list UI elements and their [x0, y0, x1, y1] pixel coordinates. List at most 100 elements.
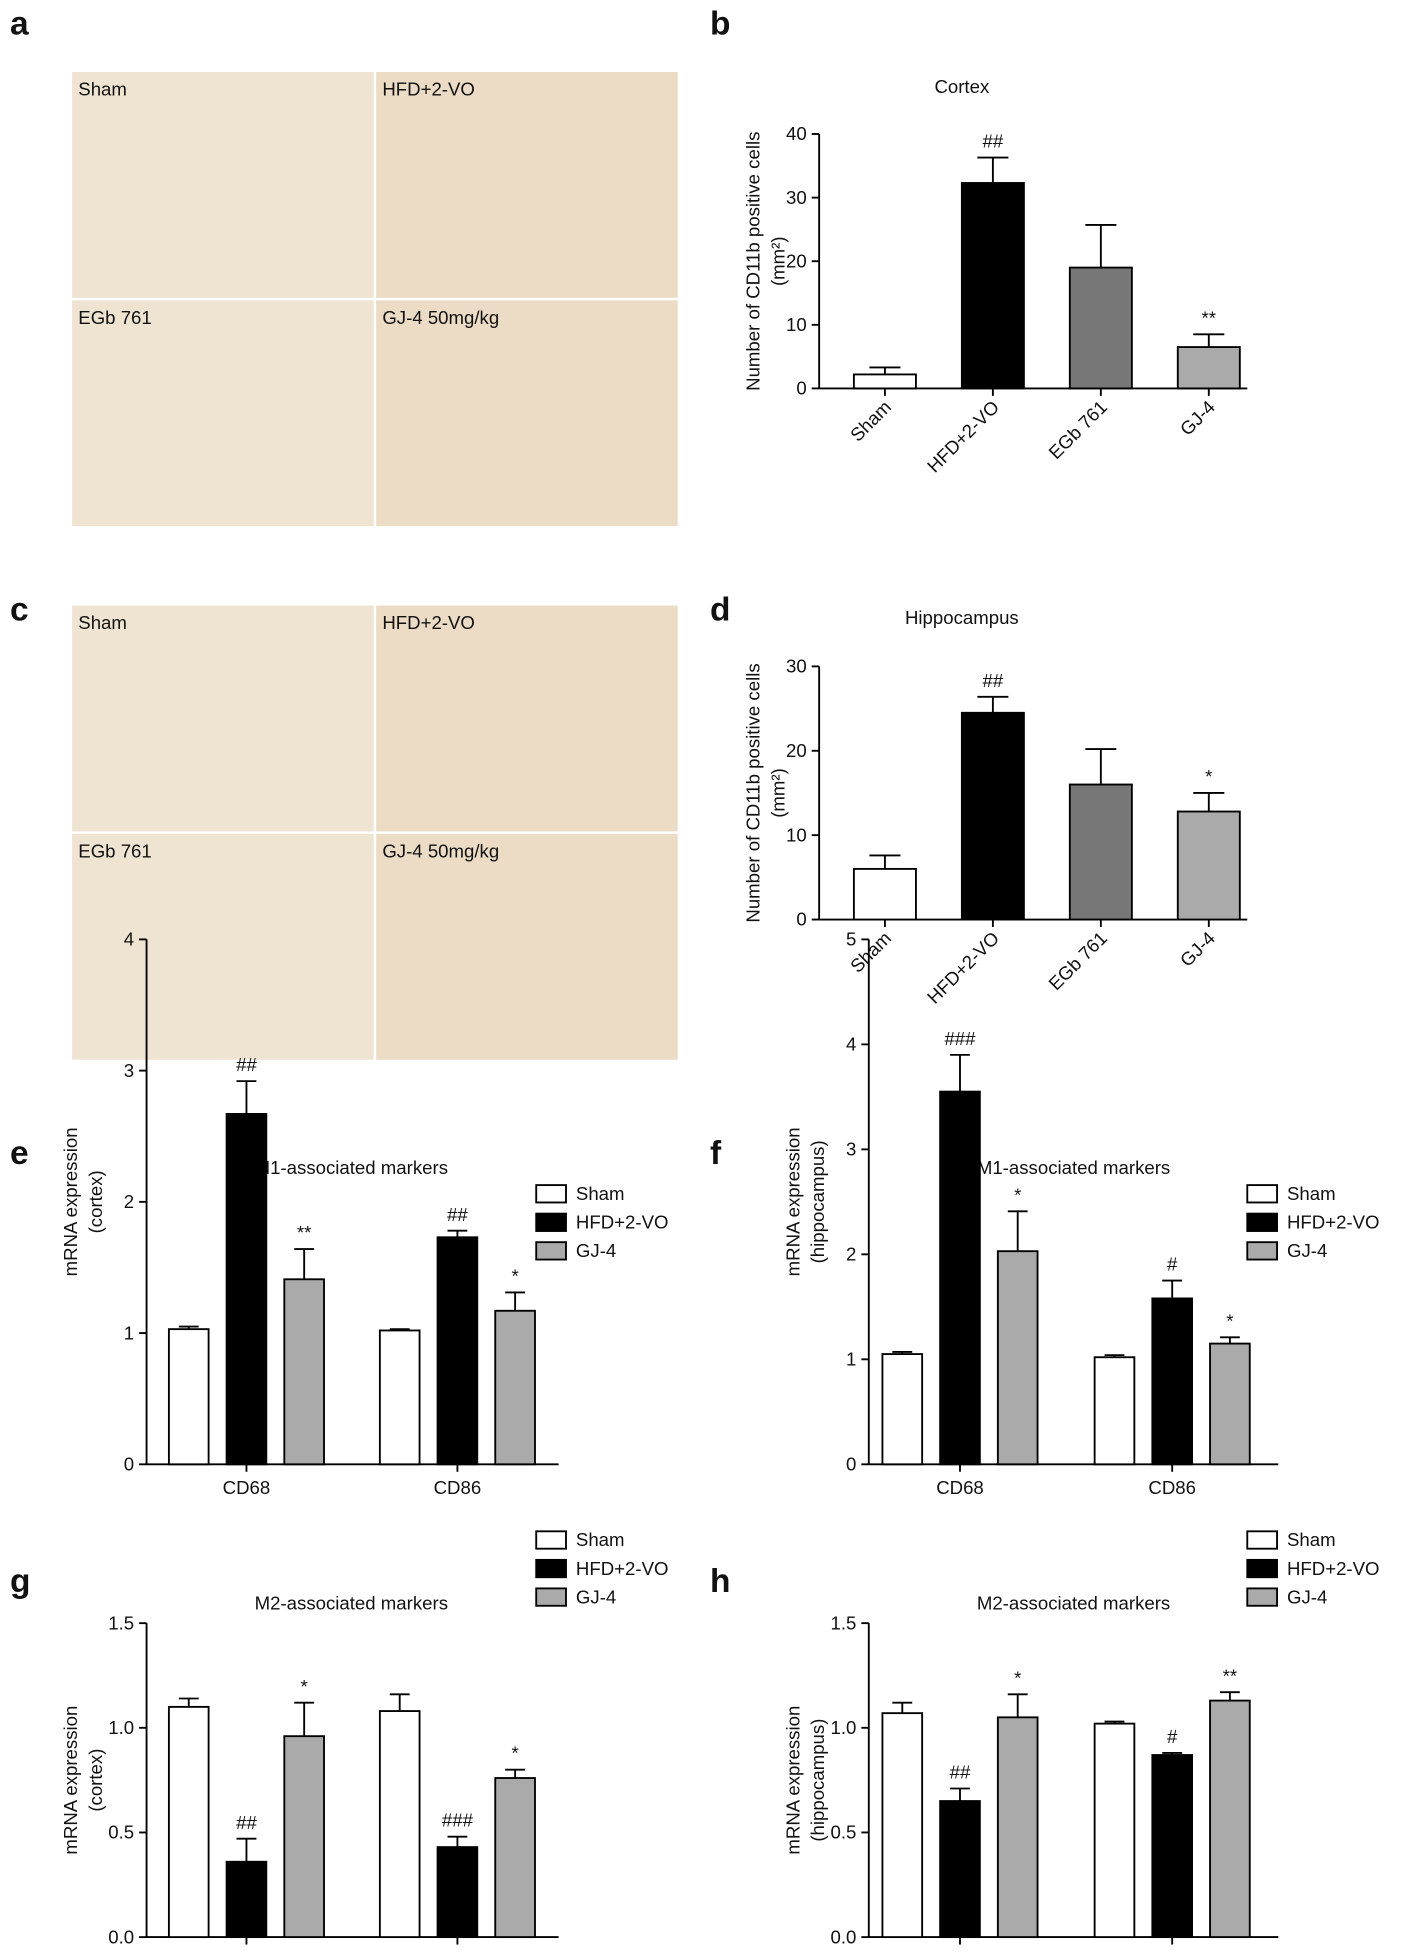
y-tick-label: 2	[846, 1244, 856, 1265]
legend-label: GJ-4	[576, 1586, 616, 1607]
legend-label: Sham	[1287, 1529, 1336, 1550]
micrograph-label: GJ-4 50mg/kg	[382, 840, 499, 861]
significance-mark: ###	[944, 1028, 976, 1049]
legend-swatch	[1246, 1530, 1278, 1550]
panel-letter: e	[10, 1135, 29, 1172]
panel-letter: d	[710, 591, 730, 628]
bar	[436, 1236, 479, 1466]
chart-title: Cortex	[934, 76, 990, 97]
bar	[225, 1112, 268, 1466]
y-tick-label: 1.0	[108, 1717, 134, 1738]
legend-label: HFD+2-VO	[576, 1212, 669, 1233]
y-tick-label: 20	[786, 740, 807, 761]
bar	[494, 1309, 536, 1466]
y-axis-label: (cortex)	[85, 1170, 106, 1233]
panel-letter: f	[710, 1135, 722, 1172]
x-tick-label: HFD+2-VO	[923, 396, 1003, 476]
micrograph	[72, 300, 374, 527]
y-tick-label: 1.5	[831, 1612, 857, 1633]
micrograph-label: Sham	[78, 612, 127, 633]
panel-letter: c	[10, 591, 29, 628]
significance-mark: *	[1226, 1310, 1233, 1331]
y-axis-label: mRNA expression	[60, 1127, 81, 1276]
y-tick-label: 10	[786, 824, 807, 845]
panel-letter: g	[10, 1563, 30, 1600]
legend-swatch	[535, 1587, 567, 1607]
y-axis-label: (mm²)	[767, 768, 788, 818]
bar	[852, 373, 917, 390]
x-tick-label: EGb 761	[1044, 927, 1111, 994]
significance-mark: **	[1202, 307, 1216, 328]
significance-mark: #	[1167, 1726, 1178, 1747]
bar	[167, 1705, 210, 1939]
x-tick-label: CD86	[1148, 1477, 1196, 1498]
bar	[1093, 1356, 1136, 1466]
y-tick-label: 0	[796, 378, 806, 399]
y-tick-label: 5	[846, 929, 856, 950]
y-axis-label: Number of CD11b positive cells	[743, 132, 764, 391]
significance-mark: *	[1014, 1184, 1021, 1205]
bar	[167, 1328, 210, 1466]
legend-label: HFD+2-VO	[1287, 1558, 1380, 1579]
chart-title: M2-associated markers	[255, 1593, 448, 1614]
significance-mark: **	[1223, 1665, 1237, 1686]
y-tick-label: 0	[124, 1454, 134, 1475]
significance-mark: ##	[983, 131, 1004, 152]
bar	[881, 1712, 924, 1939]
legend-swatch	[1246, 1587, 1278, 1607]
bar	[960, 711, 1025, 921]
bar	[494, 1777, 536, 1939]
bar	[1093, 1722, 1136, 1939]
legend-label: HFD+2-VO	[1287, 1212, 1380, 1233]
y-axis-label: mRNA expression	[782, 1127, 803, 1276]
y-tick-label: 0.0	[831, 1926, 857, 1947]
y-tick-label: 4	[124, 929, 134, 950]
bar	[1151, 1754, 1193, 1939]
bar	[225, 1860, 268, 1939]
bar	[283, 1278, 325, 1466]
bar	[1151, 1297, 1193, 1466]
x-tick-label: Ym1	[438, 1950, 476, 1952]
chart-title: M1-associated markers	[255, 1157, 448, 1178]
legend-label: GJ-4	[1287, 1586, 1327, 1607]
bar	[939, 1090, 981, 1466]
legend-swatch	[535, 1241, 567, 1261]
significance-mark: ###	[442, 1810, 474, 1831]
panel-letter: a	[10, 6, 29, 43]
x-tick-label: CD68	[936, 1477, 984, 1498]
micrograph	[376, 71, 678, 298]
x-tick-label: GJ-4	[1176, 396, 1219, 439]
significance-mark: *	[1205, 766, 1212, 787]
chart-title: Hippocampus	[905, 607, 1019, 628]
micrograph-label: EGb 761	[78, 840, 151, 861]
bar	[996, 1716, 1039, 1939]
legend-swatch	[1246, 1241, 1278, 1261]
y-tick-label: 1	[124, 1322, 134, 1343]
legend-swatch	[1246, 1558, 1278, 1579]
bar	[1209, 1342, 1251, 1466]
bar	[939, 1800, 981, 1939]
x-tick-label: Arg1	[940, 1950, 979, 1952]
bar	[283, 1735, 325, 1939]
x-tick-label: HFD+2-VO	[923, 927, 1003, 1007]
x-tick-label: Arg1	[227, 1950, 266, 1952]
y-tick-label: 1.0	[831, 1717, 857, 1738]
chart-title: M2-associated markers	[977, 1593, 1170, 1614]
significance-mark: **	[297, 1222, 311, 1243]
y-tick-label: 3	[846, 1139, 856, 1160]
significance-mark: ##	[236, 1054, 257, 1075]
legend-swatch	[1246, 1184, 1278, 1204]
bar	[1068, 783, 1133, 921]
significance-mark: #	[1167, 1254, 1178, 1275]
panel-letter: b	[710, 6, 730, 43]
y-axis-label: (cortex)	[85, 1749, 106, 1812]
chart-title: M1-associated markers	[977, 1157, 1170, 1178]
micrograph-label: GJ-4 50mg/kg	[382, 307, 499, 328]
micrograph-label: EGb 761	[78, 307, 151, 328]
y-tick-label: 1	[846, 1349, 856, 1370]
legend-label: Sham	[576, 1529, 625, 1550]
significance-mark: ##	[950, 1762, 971, 1783]
significance-mark: ##	[983, 670, 1004, 691]
y-tick-label: 30	[786, 656, 807, 677]
